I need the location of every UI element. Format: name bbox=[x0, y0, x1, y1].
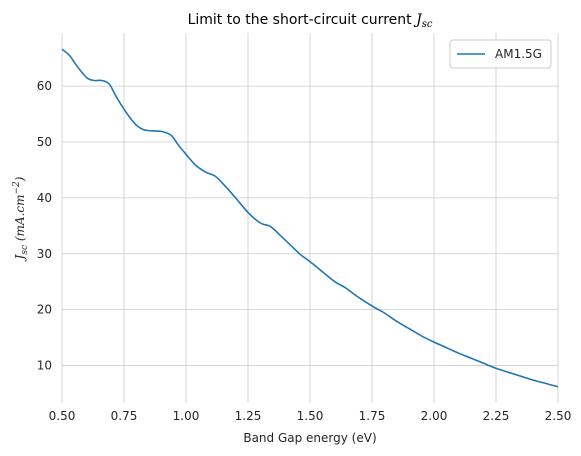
grid bbox=[61, 33, 559, 403]
x-tick-label: 2.00 bbox=[421, 409, 448, 423]
x-tick-label: 1.50 bbox=[297, 409, 324, 423]
x-tick-labels: 0.50 0.75 1.00 1.25 1.50 1.75 2.00 2.25 2.50 bbox=[49, 409, 572, 423]
y-tick-labels: 10 20 30 40 50 60 bbox=[37, 79, 52, 372]
y-tick-label: 20 bbox=[37, 303, 52, 317]
x-axis-label: Band Gap energy (eV) bbox=[243, 431, 376, 445]
y-tick-label: 10 bbox=[37, 359, 52, 373]
x-tick-label: 1.25 bbox=[235, 409, 262, 423]
y-tick-label: 40 bbox=[37, 191, 52, 205]
x-tick-label: 2.50 bbox=[545, 409, 572, 423]
legend-box bbox=[449, 39, 552, 69]
y-tick-label: 60 bbox=[37, 79, 52, 93]
x-tick-label: 0.75 bbox=[111, 409, 138, 423]
series-line-am15g bbox=[61, 48, 559, 388]
x-tick-label: 0.50 bbox=[49, 409, 76, 423]
y-tick-label: 30 bbox=[37, 247, 52, 261]
legend-label: AM1.5G bbox=[495, 47, 542, 61]
y-axis-label: Jsc (mA.cm−2) bbox=[12, 176, 30, 262]
legend: AM1.5G bbox=[449, 39, 552, 69]
x-tick-label: 2.25 bbox=[483, 409, 510, 423]
x-tick-label: 1.00 bbox=[173, 409, 200, 423]
series-layer bbox=[61, 48, 559, 388]
chart-title: Limit to the short-circuit current Jsc bbox=[188, 12, 433, 30]
x-tick-label: 1.75 bbox=[359, 409, 386, 423]
y-tick-label: 50 bbox=[37, 135, 52, 149]
